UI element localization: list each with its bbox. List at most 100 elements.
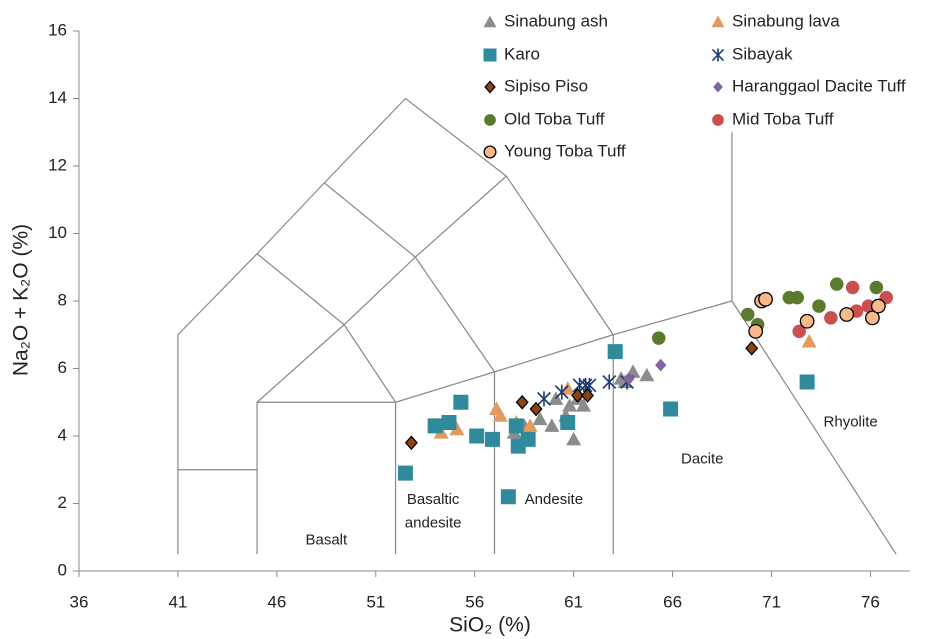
x-tick-label: 46	[267, 592, 286, 611]
circle-marker	[790, 290, 804, 305]
legend-item: Sipiso Piso	[484, 76, 588, 95]
square-marker	[500, 489, 516, 505]
field-boundary	[323, 182, 495, 373]
legend-swatch	[713, 81, 723, 93]
square-marker	[453, 394, 469, 410]
legend-swatch	[711, 48, 725, 62]
field-boundary	[177, 469, 258, 555]
circle-marker	[799, 313, 815, 329]
diamond-marker	[529, 401, 543, 417]
y-tick-label: 4	[58, 425, 67, 444]
field-label: Basaltic	[407, 491, 460, 508]
x-tick-label: 76	[861, 592, 880, 611]
legend-swatch	[484, 80, 496, 94]
diamond-marker	[581, 388, 594, 403]
legend-label: Karo	[504, 44, 540, 63]
legend-swatch	[483, 15, 497, 28]
square-marker	[520, 431, 536, 447]
y-tick-label: 12	[48, 155, 67, 174]
star-marker	[554, 384, 569, 400]
legend-label: Mid Toba Tuff	[732, 109, 834, 128]
triangle-marker	[532, 411, 548, 426]
square-marker	[560, 415, 576, 430]
x-tick-label: 41	[168, 592, 187, 611]
y-tick-label: 2	[58, 493, 67, 512]
triangle-marker	[639, 367, 655, 382]
triangle-marker	[544, 418, 560, 432]
y-tick-label: 0	[58, 560, 67, 579]
star-marker	[602, 374, 617, 390]
diamond-marker	[515, 394, 529, 410]
field-boundary	[256, 175, 507, 403]
circle-marker	[865, 310, 880, 326]
circle-marker	[741, 307, 755, 322]
circle-marker	[748, 323, 764, 339]
x-tick-label: 66	[663, 592, 682, 611]
y-tick-label: 14	[48, 88, 67, 107]
triangle-marker	[562, 398, 578, 412]
circle-marker	[758, 291, 773, 307]
x-tick-label: 36	[70, 592, 89, 611]
circle-marker	[792, 324, 806, 339]
star-marker	[582, 377, 597, 393]
legend-item: Young Toba Tuff	[483, 141, 626, 160]
x-tick-label: 56	[465, 592, 484, 611]
legend-label: Haranggaol Dacite Tuff	[732, 76, 906, 95]
diamond-marker	[745, 340, 759, 356]
legend-item: Sibayak	[711, 44, 793, 63]
triangle-marker	[449, 421, 465, 436]
field-label: Rhyolite	[824, 413, 878, 430]
circle-marker	[830, 277, 844, 291]
legend-swatch	[711, 15, 725, 28]
square-marker	[799, 374, 815, 390]
legend-swatch	[483, 48, 497, 62]
triangle-marker	[492, 408, 508, 422]
x-tick-label: 61	[564, 592, 583, 611]
legend-item: Old Toba Tuff	[484, 109, 605, 128]
y-tick-label: 6	[58, 358, 67, 377]
field-label: Andesite	[525, 491, 583, 508]
legend-item: Haranggaol Dacite Tuff	[713, 76, 906, 95]
legend-label: Sibayak	[732, 44, 793, 63]
triangle-marker	[801, 334, 817, 348]
square-marker	[441, 415, 457, 430]
square-marker	[427, 418, 443, 434]
legend-label: Sinabung ash	[504, 11, 608, 30]
legend-label: Young Toba Tuff	[504, 141, 626, 160]
x-tick-label: 71	[762, 592, 781, 611]
diamond-marker	[404, 435, 418, 451]
star-marker	[537, 391, 551, 407]
square-marker	[469, 428, 485, 444]
legend-label: Old Toba Tuff	[504, 109, 605, 128]
legend-item: Karo	[483, 44, 540, 63]
diamond-marker	[623, 372, 635, 385]
circle-marker	[839, 307, 855, 322]
square-marker	[397, 465, 413, 481]
square-marker	[485, 431, 501, 447]
y-tick-label: 10	[48, 223, 67, 242]
circle-marker	[869, 280, 884, 295]
triangle-marker	[522, 418, 538, 432]
field-boundary	[256, 253, 397, 403]
x-axis-label: SiO₂ (%)	[449, 614, 531, 637]
triangle-marker	[560, 381, 576, 395]
circle-marker	[812, 299, 826, 313]
square-marker	[607, 344, 623, 360]
diamond-marker	[655, 358, 667, 372]
legend-item: Mid Toba Tuff	[712, 109, 834, 128]
legend-item: Sinabung lava	[711, 11, 840, 30]
triangle-marker	[566, 431, 582, 446]
legend-item: Sinabung ash	[483, 11, 608, 30]
diamond-marker	[571, 388, 585, 403]
legend-label: Sipiso Piso	[504, 76, 588, 95]
circle-marker	[845, 280, 860, 295]
field-label: Dacite	[681, 451, 724, 468]
triangle-marker	[576, 398, 592, 412]
y-tick-label: 8	[58, 290, 67, 309]
y-tick-label: 16	[48, 20, 67, 39]
x-tick-label: 51	[366, 592, 385, 611]
square-marker	[663, 401, 679, 417]
legend-swatch	[712, 114, 724, 126]
circle-marker	[824, 311, 838, 325]
